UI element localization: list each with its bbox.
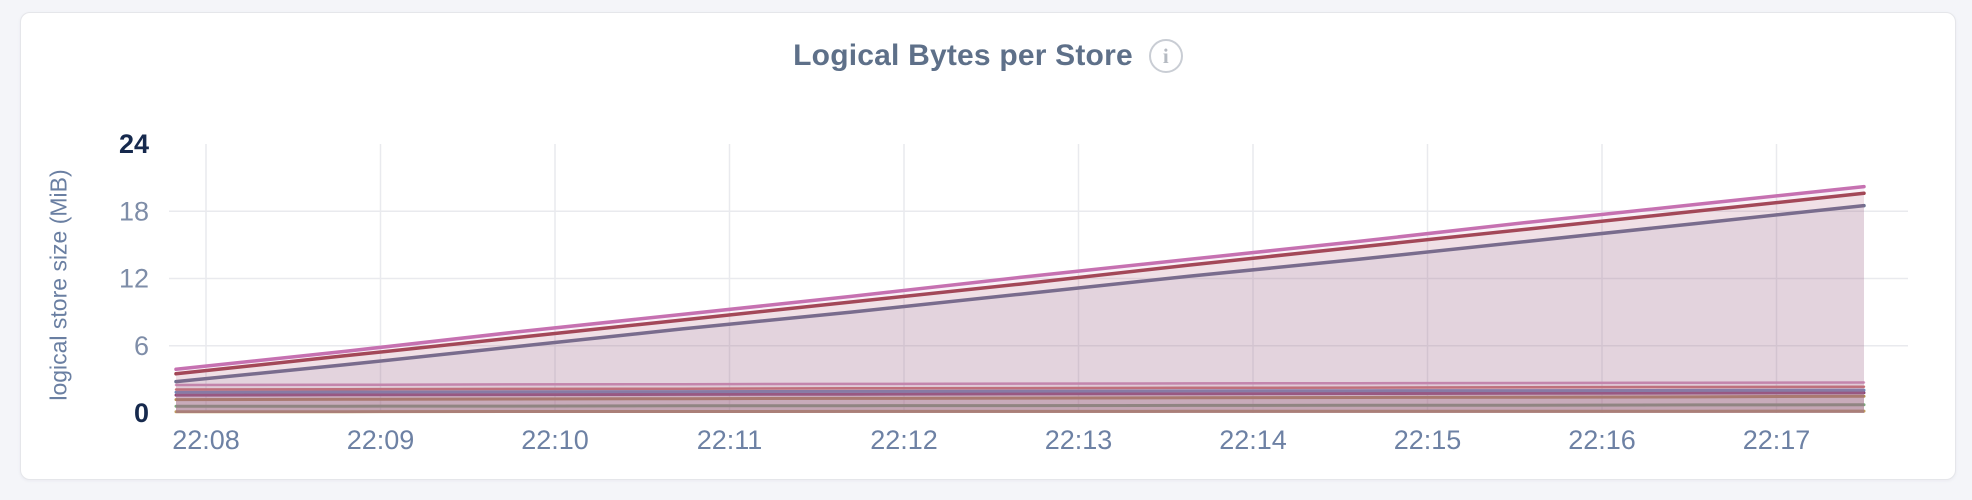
line-chart[interactable]: 24 18 12 6 0 22:08 22:09 22:10 22:11 22:12 22:13 22… (21, 101, 1957, 473)
series-line-store-flat-green (174, 403, 1866, 408)
series-area-store-flat-blue (176, 390, 1864, 413)
x-axis-tick-label: 22:17 (1743, 425, 1811, 455)
series-line-store-flat-tan (174, 394, 1866, 402)
series-line-store-rising-slate (174, 203, 1866, 384)
x-axis-tick-label: 22:10 (521, 425, 589, 455)
series-line-store-flat-salmon (174, 385, 1866, 391)
chart-title: Logical Bytes per Store (793, 39, 1133, 72)
x-axis-tick-label: 22:08 (172, 425, 240, 455)
x-axis-tick-label: 22:15 (1394, 425, 1462, 455)
x-axis-tick-label: 22:14 (1219, 425, 1287, 455)
info-icon[interactable]: i (1148, 39, 1183, 73)
y-axis-tick-label: 24 (119, 129, 149, 159)
series-area-store-flat-tan (176, 396, 1864, 413)
chart-header: Logical Bytes per Store i (21, 39, 1955, 73)
series-area-store-rising-slate (176, 205, 1864, 413)
chart-card: Logical Bytes per Store i logical store … (20, 12, 1956, 480)
series-line-store-rising-darkred (174, 191, 1866, 376)
series-line-store-rising-pink (174, 184, 1866, 372)
series-area-store-rising-darkred (176, 193, 1864, 413)
y-axis-tick-label: 6 (134, 331, 149, 361)
x-axis-tick-label: 22:12 (870, 425, 938, 455)
y-axis-tick-label: 18 (119, 196, 149, 226)
y-axis-tick-label: 12 (119, 264, 149, 294)
series-line-store-flat-lightpink (174, 381, 1866, 387)
series-area-store-rising-pink (176, 186, 1864, 413)
x-axis-tick-label: 22:11 (697, 425, 763, 455)
series-area-store-flat-lightpink (176, 382, 1864, 413)
x-axis-tick-label: 22:09 (347, 425, 415, 455)
x-axis-tick-label: 22:16 (1568, 425, 1636, 455)
series-line-store-flat-blue (174, 388, 1866, 394)
x-axis-tick-label: 22:13 (1045, 425, 1113, 455)
series-area-store-flat-magenta (176, 392, 1864, 413)
series-line-store-flat-gold (174, 409, 1866, 414)
series-line-store-flat-magenta (174, 391, 1866, 397)
series-area-store-flat-salmon (176, 386, 1864, 413)
y-axis-tick-label: 0 (134, 398, 149, 428)
